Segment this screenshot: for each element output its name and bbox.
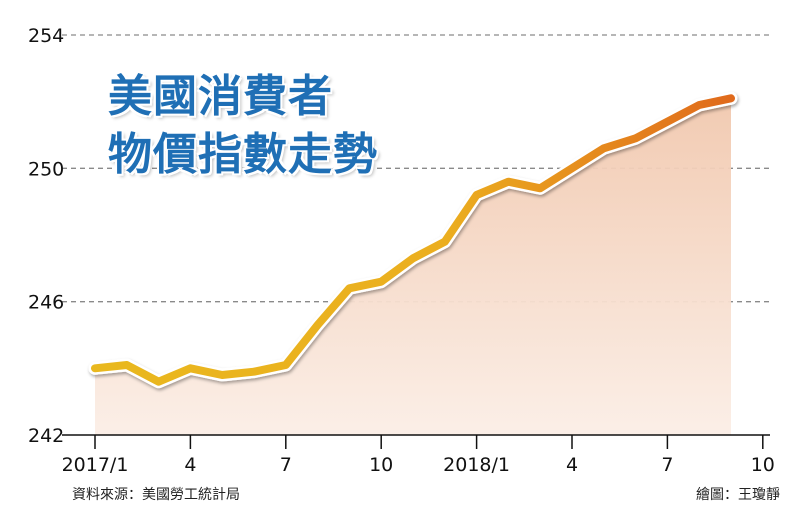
chart-title-line-1: 美國消費者 [108,71,333,122]
series-line [91,94,735,386]
x-tick-label-3: 10 [369,454,393,476]
data-source-note: 資料來源：美國勞工統計局 [72,487,240,503]
x-tick-label-6: 7 [661,454,673,476]
chart-title-line-2: 物價指數走勢 [108,129,378,180]
x-tick-label-0: 2017/1 [62,454,129,476]
y-tick-label-246: 246 [28,292,64,314]
area-fill [95,98,731,436]
y-tick-label-254: 254 [28,25,64,47]
y-tick-label-242: 242 [28,425,64,447]
series-line-group [88,91,738,389]
y-tick-label-250: 250 [28,158,64,180]
x-tick-label-2: 7 [280,454,292,476]
area-under-line [95,98,731,436]
x-tick-label-5: 4 [566,454,578,476]
x-tick-label-4: 2018/1 [443,454,510,476]
graphic-credit: 繪圖：王瓊靜 [696,487,780,503]
x-axis-ticks: 2017/1 4 7 10 2018/1 4 7 10 [62,435,775,476]
x-tick-label-7: 10 [751,454,775,476]
y-axis-ticks: 242 246 250 254 [28,25,64,447]
x-tick-label-1: 4 [184,454,196,476]
chart-title: 美國消費者 物價指數走勢 [108,68,378,184]
